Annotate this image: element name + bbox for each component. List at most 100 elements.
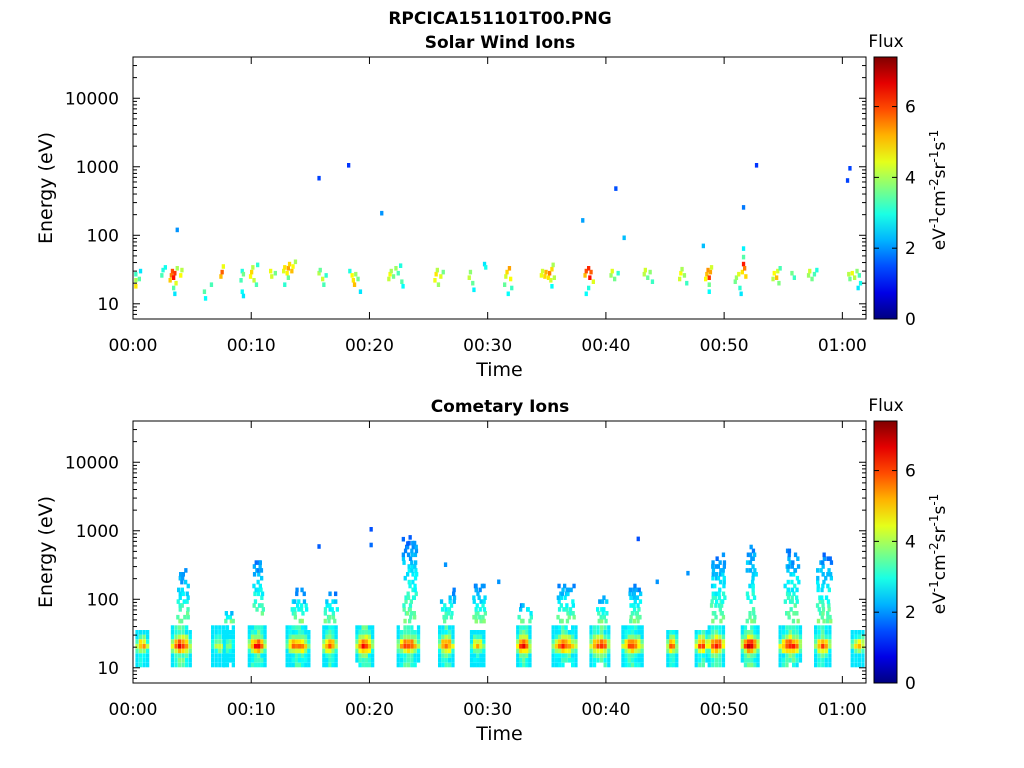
flux-cell (444, 662, 448, 668)
flux-cell (672, 653, 676, 658)
flux-cell (857, 658, 861, 663)
flux-cell (400, 653, 404, 658)
flux-cell (788, 639, 792, 644)
flux-cell (369, 527, 373, 532)
flux-cell (792, 644, 796, 649)
flux-cell (817, 662, 821, 668)
flux-cell (413, 639, 417, 644)
flux-cell (711, 560, 715, 565)
flux-cell (592, 644, 597, 649)
flux-cell (567, 614, 571, 620)
flux-cell (714, 658, 718, 663)
flux-cell (566, 591, 570, 597)
flux-cell (753, 614, 757, 620)
flux-cell (434, 271, 438, 277)
flux-cell (600, 618, 604, 624)
flux-cell (469, 658, 474, 663)
flux-cell (367, 653, 372, 658)
flux-cell (707, 653, 711, 658)
flux-cell (781, 634, 786, 640)
flux-cell (821, 607, 826, 612)
flux-cell (446, 611, 451, 616)
figure-title: RPCICA151101T00.PNG (388, 9, 611, 29)
flux-cell (589, 653, 593, 658)
flux-cell (135, 662, 139, 668)
flux-cell (558, 648, 562, 654)
flux-cell (358, 639, 362, 644)
flux-cell (202, 289, 207, 294)
flux-cell (522, 625, 526, 630)
flux-cell (787, 614, 791, 620)
flux-cell (680, 266, 684, 272)
flux-cell (636, 536, 640, 542)
flux-cell (181, 639, 185, 644)
flux-cell (214, 662, 218, 668)
flux-cell (589, 625, 593, 630)
flux-cell (301, 611, 305, 616)
flux-cell (218, 630, 222, 635)
flux-cell (672, 644, 676, 649)
flux-cell (256, 568, 260, 573)
flux-cell (334, 630, 338, 635)
flux-cell (321, 276, 325, 282)
flux-cell (358, 625, 362, 630)
flux-cell (627, 639, 631, 644)
flux-cell (291, 662, 295, 668)
flux-cell (441, 269, 445, 275)
flux-cell (824, 648, 828, 654)
flux-cell (396, 648, 400, 654)
flux-cell (211, 625, 215, 630)
x-tick-label: 00:20 (345, 700, 394, 720)
flux-cell (751, 572, 755, 577)
flux-cell (817, 644, 821, 649)
flux-cell (188, 639, 192, 644)
flux-cell (254, 587, 258, 593)
flux-cell (793, 552, 798, 558)
flux-cell (792, 611, 796, 616)
colorbar-unit-label: eV-1cm-2sr-1s-1 (927, 130, 950, 251)
flux-cell (449, 603, 454, 608)
flux-cell (525, 630, 529, 635)
flux-cell (297, 599, 301, 604)
flux-cell (444, 614, 449, 620)
flux-cell (295, 591, 299, 597)
flux-cell (737, 271, 741, 277)
flux-cell (452, 587, 456, 593)
flux-cell (300, 603, 304, 608)
flux-cell (185, 662, 189, 668)
flux-cell (785, 648, 789, 654)
flux-cell (228, 639, 233, 644)
flux-cell (711, 644, 715, 649)
flux-cell (170, 625, 175, 630)
flux-cell (472, 599, 476, 604)
flux-cell (566, 611, 570, 616)
flux-cell (795, 595, 799, 600)
flux-cell (283, 265, 287, 270)
flux-cell (718, 630, 722, 635)
flux-cell (331, 630, 335, 635)
flux-cell (740, 653, 744, 658)
flux-cell (850, 270, 854, 276)
flux-cell (441, 625, 445, 630)
flux-cell (788, 630, 792, 635)
flux-cell (400, 648, 404, 654)
flux-cell (635, 614, 639, 620)
flux-cell (718, 587, 722, 593)
flux-cell (389, 268, 393, 274)
flux-cell (621, 639, 625, 644)
flux-cell (181, 658, 185, 663)
flux-cell (416, 653, 421, 658)
flux-cell (260, 653, 264, 658)
flux-cell (778, 634, 782, 640)
flux-cell (637, 653, 641, 658)
flux-cell (258, 560, 262, 565)
flux-cell (325, 648, 329, 654)
flux-cell (473, 653, 477, 658)
flux-cell (297, 644, 302, 649)
flux-cell (698, 653, 702, 658)
flux-cell (738, 285, 742, 291)
flux-cell (632, 595, 636, 600)
flux-cell (750, 658, 754, 663)
flux-cell (572, 614, 576, 620)
